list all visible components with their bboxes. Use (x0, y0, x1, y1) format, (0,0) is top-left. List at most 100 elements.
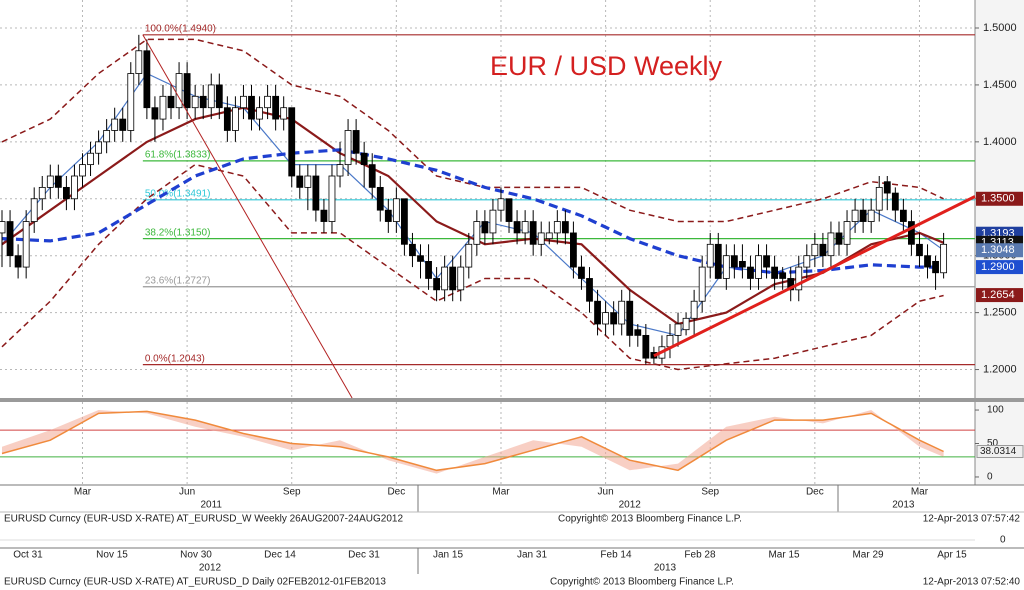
candle-body (610, 312, 618, 325)
candle-body (320, 209, 328, 222)
candle-body (618, 300, 626, 325)
candle-body (932, 260, 939, 274)
candle-body (586, 278, 593, 302)
candle-body (46, 175, 54, 188)
candle-body (867, 209, 875, 222)
candle-body (344, 130, 352, 166)
x-tick-label: Mar (492, 487, 510, 498)
candle-body (111, 118, 119, 131)
candle-body (891, 192, 899, 211)
y-tick-label: 100 (987, 405, 1004, 416)
candle-body (690, 300, 698, 319)
x-tick-label: Sep (701, 487, 719, 498)
strip-date-label: Mar 15 (768, 550, 800, 561)
candle-body (175, 73, 183, 109)
x-tick-label: Jun (598, 487, 614, 498)
candle-body (682, 317, 690, 331)
candle-body (795, 266, 803, 291)
strip-date-label: Apr 15 (937, 550, 967, 561)
strip-year-label: 2013 (654, 563, 677, 574)
x-tick-label: Dec (387, 487, 405, 498)
candle-body (143, 50, 151, 109)
candle-body (545, 232, 553, 240)
price-label: 1.2654 (981, 289, 1015, 301)
price-label-box (976, 260, 1023, 275)
year-label: 2012 (619, 500, 642, 511)
candle-body (924, 255, 931, 268)
candle-body (755, 255, 762, 279)
candle-body (79, 164, 86, 177)
candle-body (489, 209, 497, 234)
candle-body (441, 266, 449, 291)
candle-body (103, 130, 111, 143)
strip-date-label: Feb 28 (684, 550, 716, 561)
strip-zero-label: 0 (1000, 535, 1006, 546)
candle-body (626, 300, 634, 336)
candle-body (264, 95, 271, 109)
candle-body (280, 107, 288, 120)
candle-body (368, 164, 376, 188)
candle-body (127, 73, 135, 131)
x-tick-label: Sep (283, 487, 301, 498)
candle-body (54, 175, 62, 188)
candle-body (730, 255, 738, 268)
candle-body (151, 107, 159, 120)
candle-body (553, 221, 561, 234)
candle-body (6, 221, 14, 257)
candle-body (779, 272, 787, 279)
strip-date-label: Jan 15 (433, 550, 463, 561)
candle-body (602, 312, 610, 325)
oscillator-label: 38.0314 (980, 446, 1017, 457)
x-tick-label: Jun (179, 487, 195, 498)
candle-body (62, 186, 70, 200)
y-tick-label: 1.4500 (983, 79, 1017, 91)
candle-body (473, 221, 481, 245)
candle-body (497, 198, 505, 211)
candle-body (401, 198, 408, 245)
strip-date-label: Nov 30 (180, 550, 212, 561)
candle-body (135, 50, 143, 74)
candle-body (223, 107, 231, 131)
candle-body (883, 181, 891, 194)
candle-body (0, 221, 6, 234)
strip-year-label: 2012 (199, 563, 222, 574)
candle-body (336, 164, 344, 177)
candle-body (811, 243, 819, 257)
candle-body (14, 255, 22, 268)
candle-body (537, 232, 545, 245)
candle-body (763, 255, 770, 268)
candle-body (183, 73, 191, 109)
strip-timestamp: 12-Apr-2013 07:52:40 (923, 577, 1021, 588)
candle-body (634, 329, 642, 336)
candle-body (771, 266, 779, 279)
candle-body (425, 260, 432, 279)
candle-body (22, 221, 30, 268)
candle-body (433, 278, 440, 291)
candle-body (71, 175, 78, 200)
candle-body (457, 266, 465, 291)
candle-body (119, 118, 127, 131)
candle-body (908, 221, 915, 245)
candle-body (859, 209, 867, 222)
strip-date-label: Feb 14 (600, 550, 632, 561)
candle-body (465, 243, 473, 268)
candle-body (722, 255, 730, 279)
candle-body (360, 152, 368, 166)
candle-body (843, 221, 851, 245)
strip-date-label: Mar 29 (852, 550, 884, 561)
candle-body (529, 221, 537, 245)
y-tick-label: 1.4000 (983, 136, 1017, 148)
fib-label: 38.2%(1.3150) (145, 227, 211, 238)
candle-body (376, 186, 384, 211)
candle-body (409, 243, 416, 257)
candle-body (240, 95, 247, 109)
strip-date-label: Jan 31 (517, 550, 547, 561)
candle-body (698, 266, 706, 302)
candle-body (787, 278, 795, 291)
candle-body (207, 84, 215, 109)
footer-source: EURUSD Curncy (EUR-USD X-RATE) AT_EURUSD… (4, 514, 403, 525)
candle-body (940, 243, 948, 274)
strip-copyright: Copyright© 2013 Bloomberg Finance L.P. (550, 577, 734, 588)
footer-copyright: Copyright© 2013 Bloomberg Finance L.P. (558, 514, 742, 525)
